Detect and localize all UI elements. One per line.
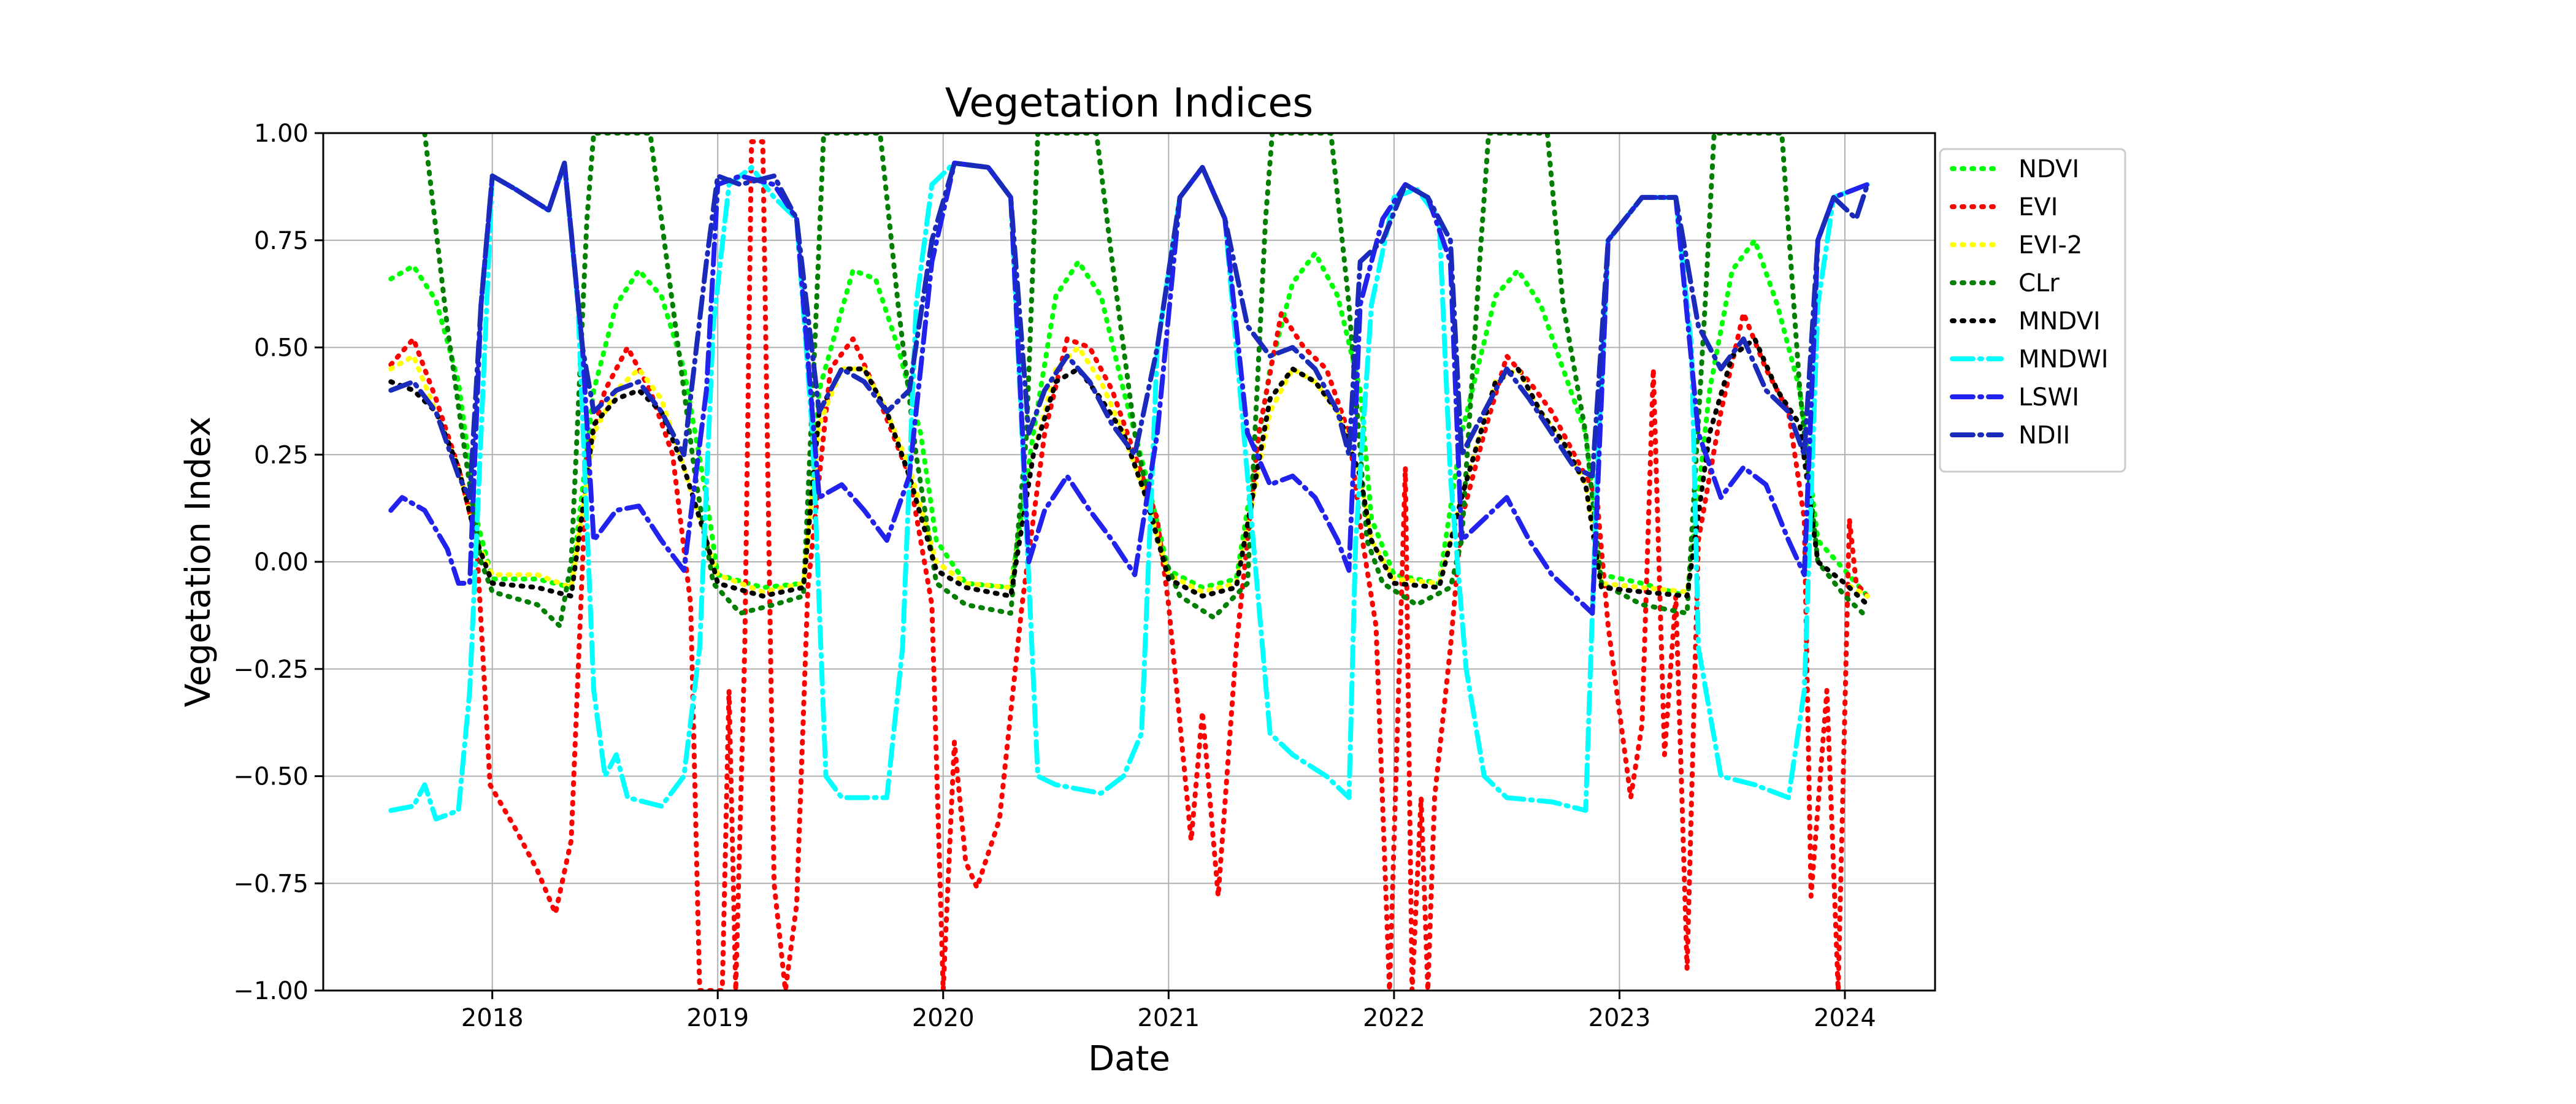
x-tick-label: 2020	[912, 1004, 975, 1032]
y-tick-label: −0.50	[233, 763, 309, 791]
y-tick-label: −0.25	[233, 656, 309, 684]
x-axis-label: Date	[1088, 1039, 1170, 1079]
series-lines	[388, 133, 1870, 991]
legend: NDVI EVI EVI-2 CLr MNDVI MNDWI LSWI NDII	[1939, 148, 2126, 473]
x-tick-label: 2018	[461, 1004, 524, 1032]
y-axis-label: Vegetation Index	[178, 416, 218, 707]
series-line-evi-2	[388, 336, 1870, 599]
series-line-ndii	[388, 160, 1870, 500]
legend-box	[1939, 148, 2126, 473]
legend-label: MNDWI	[2018, 345, 2109, 374]
y-axis-ticks: −1.00 −0.75 −0.50 −0.25 0.00 0.25 0.50 0.75 1.00	[233, 120, 323, 1005]
chart-title: Vegetation Indices	[945, 80, 1313, 126]
legend-label: CLr	[2018, 269, 2060, 297]
series-line-evi	[388, 139, 1870, 991]
legend-label: NDII	[2018, 421, 2070, 450]
x-tick-label: 2022	[1363, 1004, 1425, 1032]
y-tick-label: −1.00	[233, 977, 309, 1005]
legend-label: MNDVI	[2018, 307, 2101, 335]
y-tick-label: 1.00	[254, 120, 309, 148]
legend-label: NDVI	[2018, 155, 2079, 183]
series-line-mndvi	[388, 336, 1870, 607]
x-tick-label: 2024	[1814, 1004, 1876, 1032]
y-tick-label: 0.75	[254, 227, 309, 255]
x-tick-label: 2019	[686, 1004, 749, 1032]
y-tick-label: 0.00	[254, 548, 309, 577]
x-axis-ticks: 2018 2019 2020 2021 2022 2023 2024	[461, 991, 1876, 1032]
x-tick-label: 2023	[1589, 1004, 1651, 1032]
y-tick-label: 0.25	[254, 441, 309, 469]
x-tick-label: 2021	[1137, 1004, 1200, 1032]
series-line-ndvi	[388, 237, 1870, 599]
y-tick-label: −0.75	[233, 870, 309, 898]
legend-label: EVI-2	[2018, 231, 2082, 259]
legend-label: LSWI	[2018, 383, 2079, 412]
series-line-clr	[422, 133, 1870, 629]
y-tick-label: 0.50	[254, 334, 309, 362]
series-line-lswi	[388, 160, 1870, 616]
plot-area	[388, 133, 1870, 991]
legend-label: EVI	[2018, 193, 2058, 221]
